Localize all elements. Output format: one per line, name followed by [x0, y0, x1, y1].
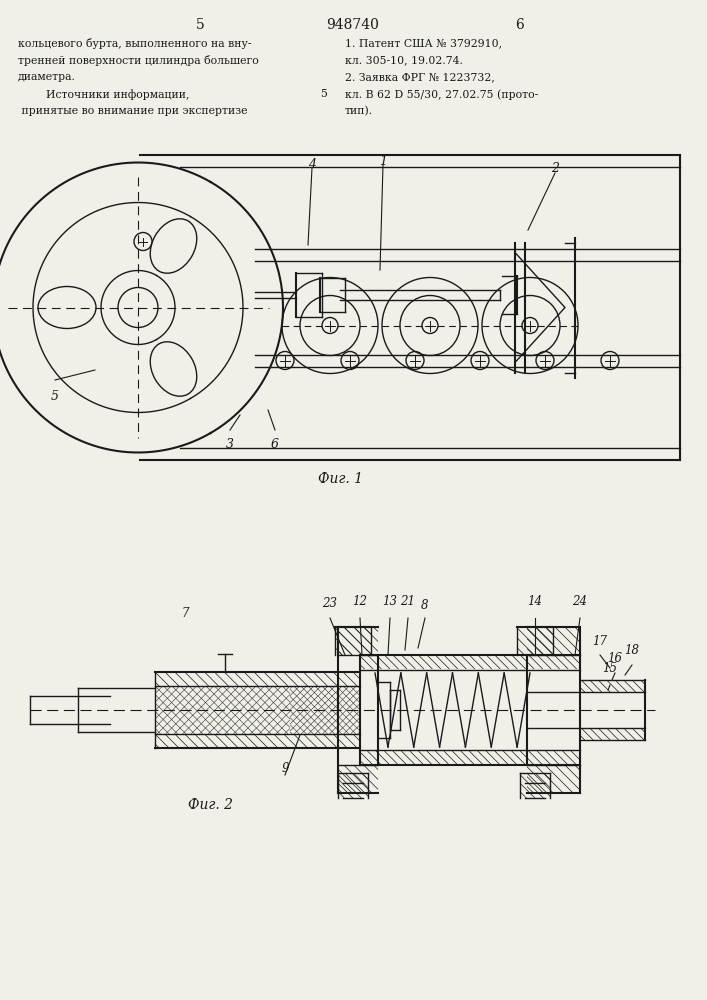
Text: 6: 6	[515, 18, 525, 32]
Text: 3: 3	[226, 438, 234, 451]
Text: 6: 6	[271, 438, 279, 451]
Text: Фиг. 1: Фиг. 1	[317, 472, 363, 486]
Text: 9: 9	[281, 762, 288, 775]
Text: кл. 305-10, 19.02.74.: кл. 305-10, 19.02.74.	[345, 55, 463, 65]
Text: 14: 14	[527, 595, 542, 608]
Text: 1. Патент США № 3792910,: 1. Патент США № 3792910,	[345, 38, 502, 48]
Text: 13: 13	[382, 595, 397, 608]
Text: тип).: тип).	[345, 106, 373, 116]
Text: 21: 21	[400, 595, 416, 608]
Text: Фиг. 2: Фиг. 2	[187, 798, 233, 812]
Text: принятые во внимание при экспертизе: принятые во внимание при экспертизе	[18, 106, 247, 116]
Text: 5: 5	[196, 18, 204, 32]
Text: 2: 2	[551, 162, 559, 175]
Text: 24: 24	[573, 595, 588, 608]
Text: 5: 5	[51, 390, 59, 403]
Text: 12: 12	[353, 595, 368, 608]
Text: Источники информации,: Источники информации,	[18, 89, 189, 100]
Text: диаметра.: диаметра.	[18, 72, 76, 82]
Text: 8: 8	[421, 599, 428, 612]
Text: 2. Заявка ФРГ № 1223732,: 2. Заявка ФРГ № 1223732,	[345, 72, 495, 82]
Text: 17: 17	[592, 635, 607, 648]
Text: 948740: 948740	[327, 18, 380, 32]
Text: 18: 18	[624, 644, 640, 657]
Text: 16: 16	[607, 652, 622, 665]
Text: кл. В 62 D 55/30, 27.02.75 (прото-: кл. В 62 D 55/30, 27.02.75 (прото-	[345, 89, 538, 100]
Text: 5: 5	[320, 89, 327, 99]
Text: 23: 23	[322, 597, 337, 610]
Text: 15: 15	[602, 662, 617, 675]
Text: тренней поверхности цилиндра большего: тренней поверхности цилиндра большего	[18, 55, 259, 66]
Text: кольцевого бурта, выполненного на вну-: кольцевого бурта, выполненного на вну-	[18, 38, 252, 49]
Text: 7: 7	[181, 607, 189, 620]
Text: 1: 1	[379, 155, 387, 168]
Text: 4: 4	[308, 158, 316, 171]
